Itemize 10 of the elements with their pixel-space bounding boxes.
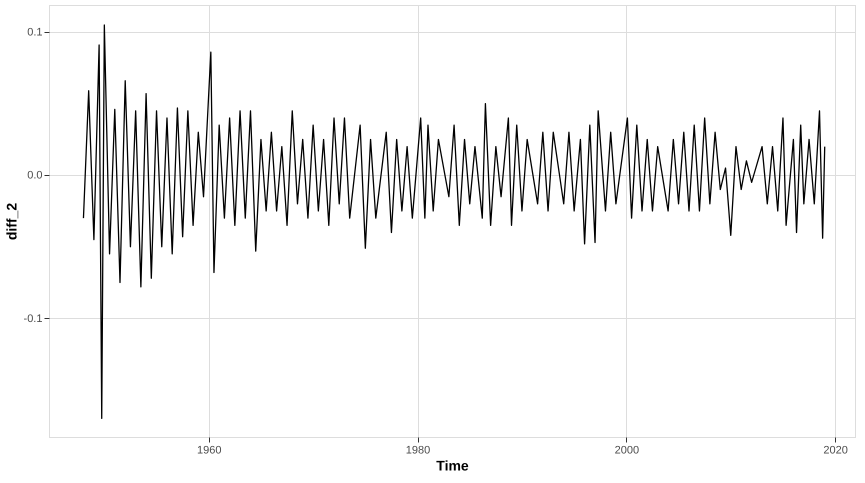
x-tick-label: 2020 bbox=[823, 444, 848, 456]
line-series bbox=[82, 24, 826, 420]
y-tick-label: 0.0 bbox=[27, 170, 42, 182]
x-tick-label: 1960 bbox=[196, 444, 222, 456]
y-axis-title: diff_2 bbox=[4, 202, 20, 240]
x-tick-label: 1980 bbox=[406, 444, 430, 456]
x-tick-label: 2000 bbox=[614, 444, 640, 456]
y-tick-label: -0.1 bbox=[24, 312, 42, 325]
x-axis-title: Time bbox=[436, 458, 469, 474]
y-tick-label: 0.1 bbox=[27, 26, 42, 39]
